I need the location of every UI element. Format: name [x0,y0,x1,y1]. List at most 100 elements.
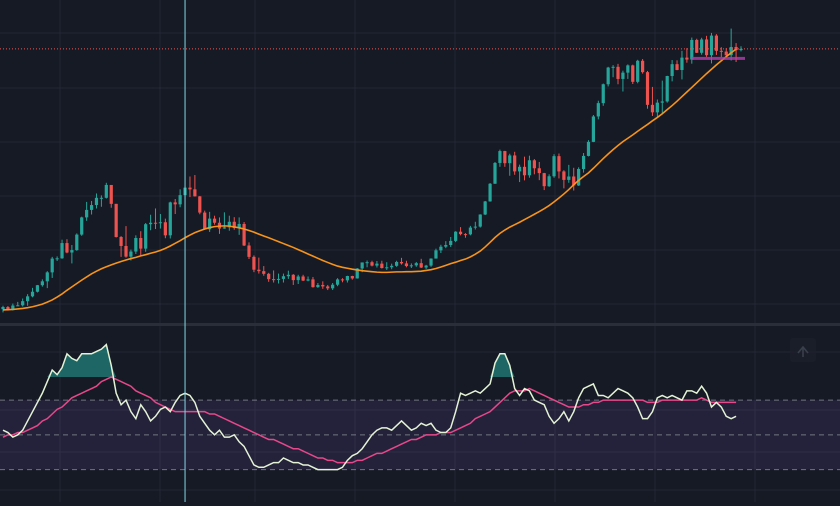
candle-body [508,155,512,164]
candle-body [124,245,128,257]
candle-body [99,197,103,199]
candle-body [734,46,738,51]
candle-body [645,72,650,105]
candle-body [567,176,571,180]
candle-body [562,171,566,180]
candle-body [518,166,522,172]
candle-body [739,48,743,51]
candle-body [419,263,423,268]
candle-body [547,176,551,187]
candle-body [109,184,113,204]
candle-body [380,263,384,269]
candle-body [311,279,315,288]
candle-body [94,197,99,206]
oscillator-band [0,399,840,471]
candle-body [306,279,310,281]
candle-body [168,202,172,236]
candle-body [85,209,89,218]
candle-body [650,104,655,113]
candle-body [26,296,30,302]
candle-body [581,155,586,169]
candle-body [144,224,148,249]
candle-body [267,273,271,280]
candle-body [340,279,345,281]
candle-body [522,166,527,176]
candle-body [75,234,79,251]
candle-body [104,184,108,198]
candle-body [473,226,477,228]
candle-body [552,156,556,177]
candle-body [30,291,35,297]
candle-body [247,245,251,257]
candle-body [134,237,138,252]
candle-body [636,60,640,82]
candle-body [45,272,49,282]
candle-body [321,284,325,287]
candle-body [675,64,679,70]
candle-body [655,102,659,113]
candle-body [6,306,10,310]
candle-body [557,156,561,172]
candle-body [404,263,409,267]
candle-body [488,183,492,202]
candle-body [188,187,192,190]
candle-body [286,274,290,277]
candle-body [685,57,689,60]
candle-body [212,218,217,223]
candle-body [611,66,615,68]
candle-body [606,67,610,85]
candle-body [709,35,714,56]
candle-body [444,245,448,247]
candle-body [680,57,684,70]
candle-body [626,65,630,73]
candle-body [237,223,241,229]
candle-body [527,160,532,176]
candle-body [11,305,15,310]
candle-body [616,66,620,79]
candle-body [139,237,143,249]
candle-body [153,222,158,224]
candle-body [719,50,723,52]
candle-body [335,279,340,285]
candle-body [350,276,354,279]
oscillator-overbought-fill [490,353,515,377]
candle-body [193,189,197,197]
candle-body [227,221,231,228]
candle-body [409,265,413,267]
candle-body [360,262,364,269]
candle-body [16,305,20,307]
candle-body [424,265,428,268]
arrow-up-icon [797,345,809,357]
candle-body [375,263,379,266]
candle-body [301,276,305,281]
candle-body [449,240,453,246]
candle-body [621,72,625,79]
candle-body [222,227,226,229]
candle-body [493,162,497,184]
candle-body [399,261,404,264]
candle-body [262,271,266,274]
candle-body [483,201,487,215]
candle-body [50,258,54,273]
candle-body [414,263,418,266]
candle-body [114,203,118,238]
candle-body [700,39,704,53]
oscillator-main-line [2,343,737,471]
candle-body [252,256,256,270]
candle-body [370,262,374,266]
candle-body [385,267,389,269]
candle-body [454,231,458,241]
candle-body [276,278,281,280]
candles [1,28,743,313]
candle-body [458,231,463,235]
candle-body [232,221,236,229]
candle-body [532,160,536,169]
candle-body [21,301,25,306]
candle-body [503,151,507,164]
candle-body [586,141,591,156]
candle-body [208,218,212,230]
candle-body [478,214,482,227]
